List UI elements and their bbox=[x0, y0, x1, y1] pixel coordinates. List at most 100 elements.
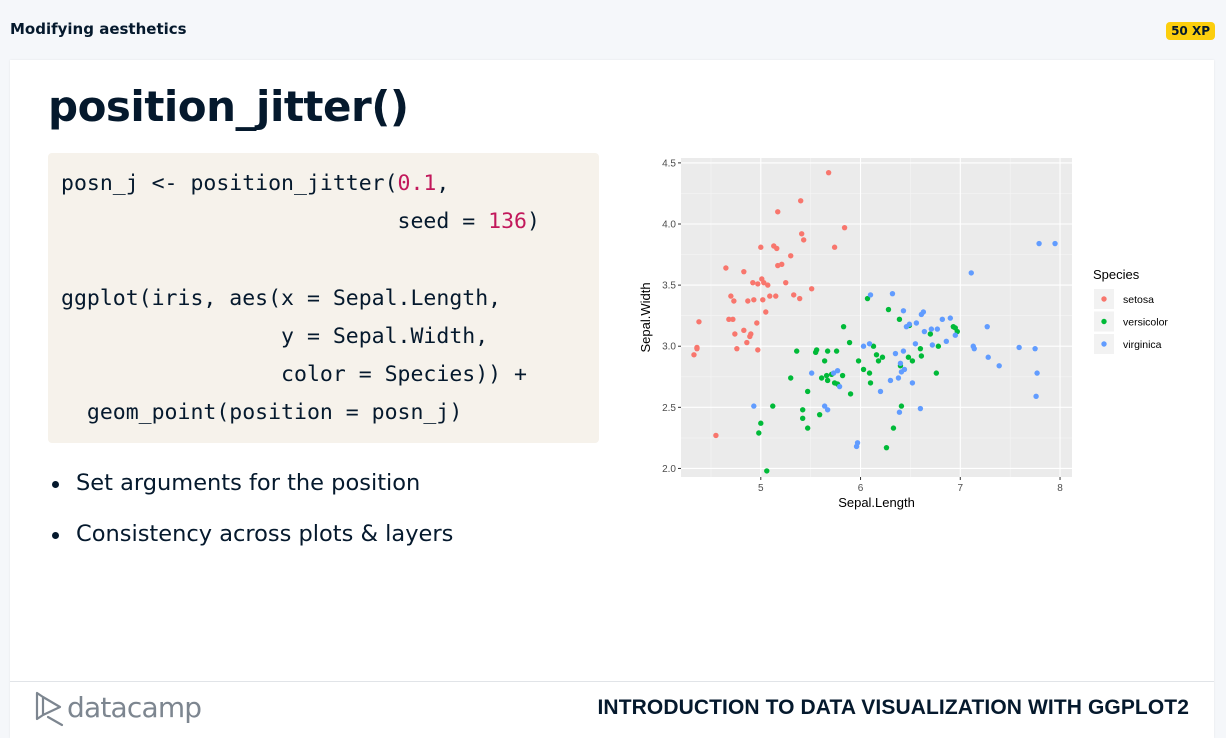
y-tick-label: 2.0 bbox=[662, 464, 676, 475]
data-point-versicolor bbox=[804, 425, 811, 431]
y-tick-label: 4.0 bbox=[662, 220, 676, 231]
data-point-versicolor bbox=[855, 358, 862, 364]
data-point-setosa bbox=[761, 279, 767, 286]
data-point-versicolor bbox=[870, 343, 877, 349]
data-point-virginica bbox=[867, 292, 874, 298]
y-tick-label: 3.5 bbox=[662, 281, 676, 292]
code-block: posn_j <- position_jitter(0.1, seed = 13… bbox=[48, 153, 599, 443]
data-point-setosa bbox=[696, 319, 702, 325]
data-point-versicolor bbox=[756, 430, 762, 436]
y-axis-title: Sepal.Width bbox=[638, 282, 653, 352]
data-point-virginica bbox=[909, 380, 916, 386]
data-point-setosa bbox=[751, 297, 757, 303]
data-point-virginica bbox=[860, 343, 867, 349]
legend-title: Species bbox=[1093, 267, 1140, 282]
data-point-setosa bbox=[800, 237, 807, 243]
data-point-versicolor bbox=[873, 352, 880, 358]
data-point-virginica bbox=[751, 403, 757, 409]
data-point-virginica bbox=[889, 290, 896, 297]
data-point-versicolor bbox=[875, 358, 882, 364]
data-point-virginica bbox=[1016, 344, 1022, 351]
data-point-virginica bbox=[1032, 345, 1038, 352]
legend-key-versicolor bbox=[1101, 318, 1107, 325]
code-line: seed = 136) bbox=[61, 203, 599, 241]
y-tick-label: 4.5 bbox=[662, 158, 676, 169]
data-point-virginica bbox=[996, 363, 1002, 369]
data-point-setosa bbox=[797, 198, 804, 204]
code-line: ggplot(iris, aes(x = Sepal.Length, bbox=[61, 280, 599, 318]
data-point-versicolor bbox=[883, 444, 890, 451]
data-point-versicolor bbox=[866, 370, 873, 376]
code-line bbox=[61, 241, 599, 279]
course-title: INTRODUCTION TO DATA VISUALIZATION WITH … bbox=[597, 696, 1189, 719]
chart-svg: 5 6 7 8 2.0 2.5 3.0 3.5 4.0 4.5 Sepal.Length Sepal.… bbox=[638, 158, 1168, 510]
code-line: posn_j <- position_jitter(0.1, bbox=[61, 165, 599, 203]
data-point-virginica bbox=[824, 407, 831, 413]
data-point-virginica bbox=[900, 348, 907, 354]
data-point-setosa bbox=[755, 281, 761, 287]
data-point-versicolor bbox=[933, 370, 940, 376]
data-point-virginica bbox=[900, 308, 907, 314]
x-tick-label: 7 bbox=[958, 483, 964, 494]
data-point-setosa bbox=[732, 331, 738, 337]
data-point-virginica bbox=[928, 326, 935, 332]
data-point-setosa bbox=[808, 286, 815, 292]
data-point-virginica bbox=[952, 332, 958, 338]
code-token: seed = bbox=[61, 209, 489, 235]
data-point-virginica bbox=[836, 383, 843, 390]
scatter-chart: 5 6 7 8 2.0 2.5 3.0 3.5 4.0 4.5 Sepal.Length Sepal.… bbox=[630, 152, 1190, 518]
x-tick-label: 6 bbox=[858, 483, 864, 494]
data-point-virginica bbox=[887, 377, 894, 384]
data-point-setosa bbox=[841, 224, 848, 231]
data-point-setosa bbox=[775, 209, 781, 215]
data-point-virginica bbox=[985, 354, 991, 360]
data-point-virginica bbox=[912, 341, 919, 347]
data-point-virginica bbox=[906, 321, 913, 327]
data-point-virginica bbox=[917, 405, 924, 412]
data-point-virginica bbox=[1036, 240, 1042, 247]
data-point-versicolor bbox=[864, 295, 871, 302]
data-point-versicolor bbox=[896, 316, 903, 323]
data-point-virginica bbox=[971, 345, 977, 352]
data-point-virginica bbox=[896, 409, 903, 415]
x-axis-title: Sepal.Length bbox=[838, 495, 915, 510]
data-point-versicolor bbox=[847, 391, 854, 397]
code-line: geom_point(position = posn_j) bbox=[61, 394, 599, 432]
data-point-setosa bbox=[730, 316, 736, 323]
data-point-setosa bbox=[728, 293, 734, 299]
data-point-setosa bbox=[723, 265, 729, 271]
bullet-list: Set arguments for the position Consisten… bbox=[48, 458, 453, 560]
data-point-versicolor bbox=[846, 339, 853, 346]
data-point-setosa bbox=[755, 347, 761, 353]
data-point-virginica bbox=[1052, 240, 1058, 247]
data-point-setosa bbox=[788, 253, 794, 259]
data-point-virginica bbox=[854, 440, 861, 446]
data-point-setosa bbox=[763, 309, 769, 315]
data-point-versicolor bbox=[799, 407, 806, 413]
plot-panel bbox=[681, 158, 1072, 477]
data-point-setosa bbox=[750, 279, 756, 286]
bullet-item: Consistency across plots & layers bbox=[48, 509, 453, 560]
data-point-versicolor bbox=[813, 347, 820, 353]
data-point-virginica bbox=[968, 270, 974, 276]
code-line: color = Species)) + bbox=[61, 356, 599, 394]
data-point-virginica bbox=[920, 309, 927, 315]
datacamp-logo: datacamp bbox=[34, 689, 214, 729]
data-point-setosa bbox=[831, 244, 838, 250]
data-point-setosa bbox=[726, 316, 732, 323]
data-point-versicolor bbox=[867, 380, 874, 386]
data-point-virginica bbox=[947, 315, 954, 321]
data-point-setosa bbox=[694, 345, 700, 352]
data-point-versicolor bbox=[821, 358, 828, 364]
data-point-versicolor bbox=[764, 468, 770, 474]
data-point-virginica bbox=[943, 338, 950, 345]
data-point-versicolor bbox=[770, 403, 776, 409]
data-point-setosa bbox=[779, 261, 785, 268]
data-point-virginica bbox=[877, 388, 884, 395]
data-point-versicolor bbox=[927, 331, 934, 337]
data-point-virginica bbox=[913, 320, 920, 326]
footer-divider bbox=[10, 681, 1214, 682]
code-line: y = Sepal.Width, bbox=[61, 318, 599, 356]
code-token: ggplot(iris, aes(x = Sepal.Length, bbox=[61, 285, 502, 311]
code-token: , bbox=[436, 171, 450, 196]
